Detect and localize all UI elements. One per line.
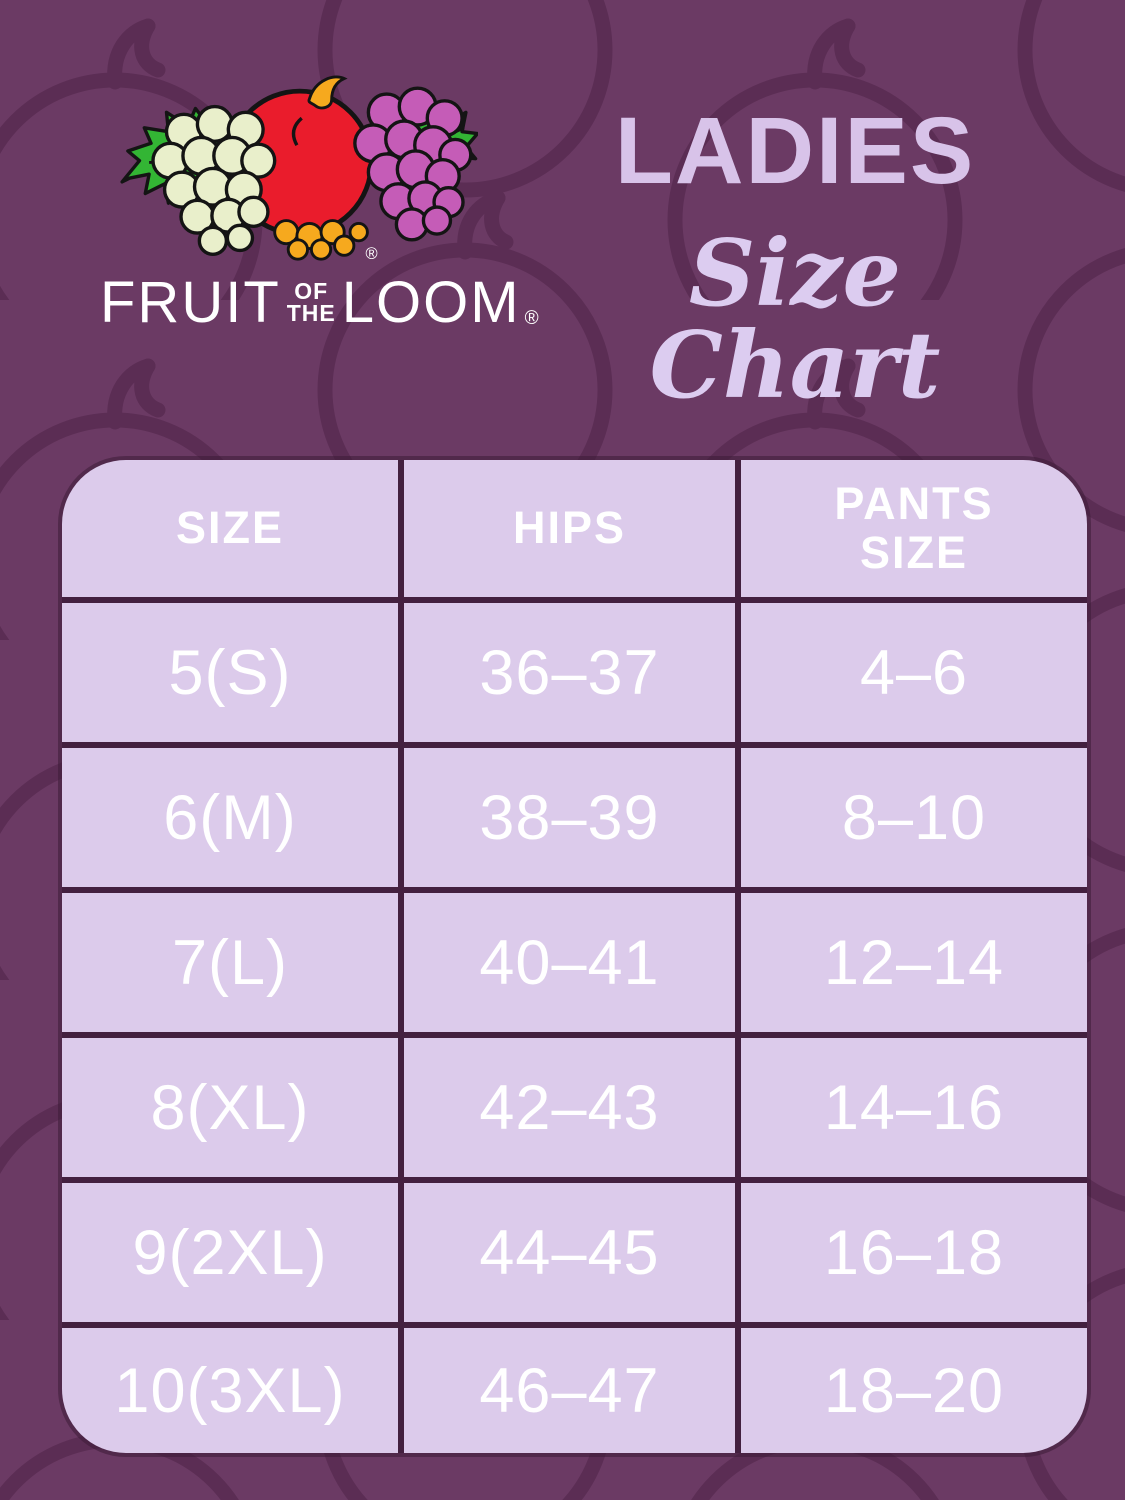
table-cell: 36–37 [404,603,735,742]
table-cell: 46–47 [404,1328,735,1453]
table-cell: 9(2XL) [62,1183,398,1322]
wordmark-of-the: OF THE [286,278,336,326]
table-cell: 42–43 [404,1038,735,1177]
col-header-hips: HIPS [404,460,735,597]
page-subtitle: Size Chart [649,219,941,419]
table-cell: 14–16 [741,1038,1087,1177]
wordmark-fruit: FRUIT [100,270,281,335]
size-table: SIZE HIPS PANTS SIZE 5(S) 36–37 4–6 6(M)… [62,460,1087,1453]
wordmark-registered-mark: ® [524,308,539,329]
table-cell: 40–41 [404,893,735,1032]
col-header-pants-size: PANTS SIZE [741,460,1087,597]
title-block: LADIES Size Chart [545,98,1045,419]
table-cell: 8–10 [741,748,1087,887]
table-cell: 8(XL) [62,1038,398,1177]
table-cell: 4–6 [741,603,1087,742]
fruit-registered-mark: ® [365,245,377,263]
table-cell: 16–18 [741,1183,1087,1322]
page-title: LADIES [614,98,976,204]
brand-wordmark: FRUIT OF THE LOOM ® [100,274,540,332]
col-header-size: SIZE [62,460,398,597]
table-cell: 7(L) [62,893,398,1032]
table-cell: 18–20 [741,1328,1087,1453]
table-cell: 44–45 [404,1183,735,1322]
table-cell: 6(M) [62,748,398,887]
table-cell: 10(3XL) [62,1328,398,1453]
table-cell: 38–39 [404,748,735,887]
table-cell: 12–14 [741,893,1087,1032]
fruit-cluster-icon: ® [120,75,478,263]
fruit-of-the-loom-logo: ® FRUIT OF THE LOOM ® [100,66,540,332]
wordmark-loom: LOOM [341,270,521,335]
table-cell: 5(S) [62,603,398,742]
